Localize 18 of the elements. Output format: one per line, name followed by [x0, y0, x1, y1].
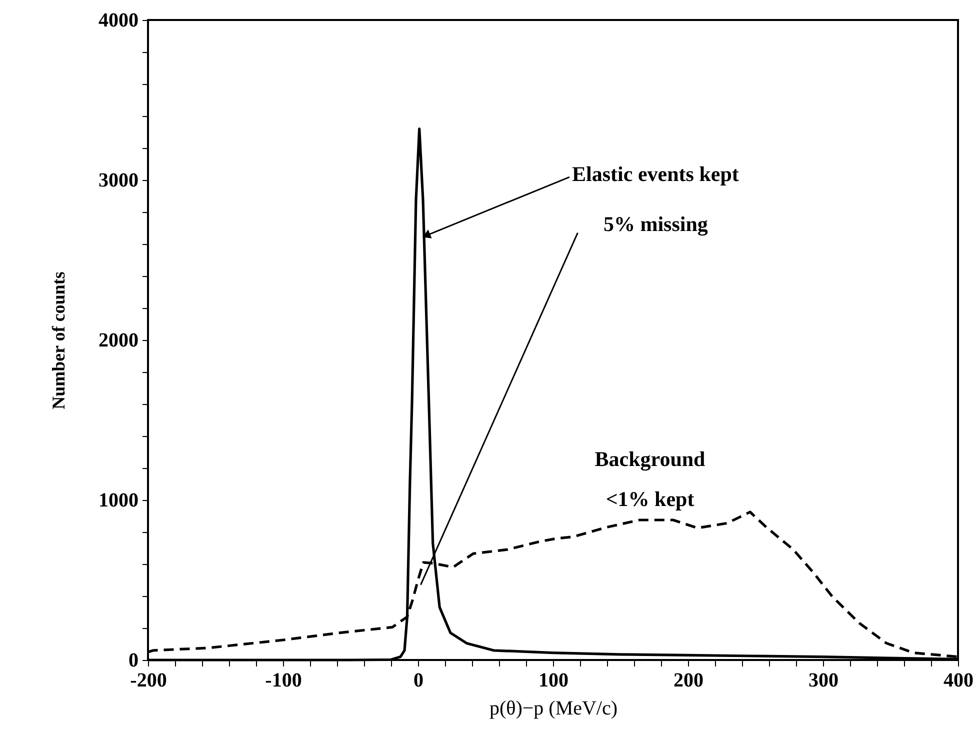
x-tick-label: 400	[944, 670, 974, 692]
y-tick-label: 0	[128, 650, 138, 672]
y-tick-label: 4000	[98, 10, 138, 32]
x-tick-label: -100	[265, 670, 302, 692]
x-tick-label: 200	[674, 670, 704, 692]
x-axis-title: p(θ)−p (MeV/c)	[489, 698, 618, 720]
y-axis-title: Number of counts	[48, 272, 68, 410]
x-tick-label: 300	[808, 670, 838, 692]
annotation: <1% kept	[606, 487, 694, 511]
y-tick-label: 2000	[98, 330, 138, 352]
annotation: Background	[594, 447, 706, 471]
x-tick-label: 0	[414, 670, 424, 692]
x-tick-label: 100	[538, 670, 568, 692]
annotation: 5% missing	[603, 212, 708, 236]
annotation: Elastic events kept	[572, 162, 739, 186]
x-tick-label: -200	[130, 670, 167, 692]
y-tick-label: 3000	[98, 170, 138, 192]
y-tick-label: 1000	[98, 490, 138, 512]
